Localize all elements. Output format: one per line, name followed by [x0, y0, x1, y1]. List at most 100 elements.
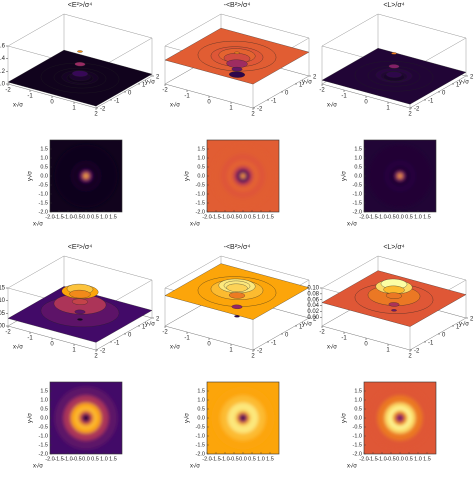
z-tick-label: 0.4: [0, 56, 6, 62]
x-axis-label: x√σ: [327, 102, 337, 109]
map-y-tick-label: -0.5: [39, 424, 48, 430]
heat-ring: [242, 175, 244, 177]
y-tick-label: -1: [114, 341, 120, 347]
map-x-tick-label: 1.5: [109, 214, 117, 220]
map-x-label: x√σ: [190, 221, 200, 228]
heat-ring: [85, 175, 87, 177]
panel-title: -<B²>/σ⁴: [224, 244, 251, 251]
surface-patch: [74, 309, 86, 315]
map-y-tick-label: -1.5: [39, 442, 48, 448]
y-axis-label: y√σ: [145, 321, 155, 328]
x-tick-label: 1: [229, 106, 233, 112]
y-tick-label: -1: [271, 341, 277, 347]
panel-title: <L>/σ⁴: [383, 244, 404, 251]
map-x-tick-label: -2.0: [45, 456, 54, 462]
y-axis-label: y√σ: [145, 79, 155, 86]
map-x-tick-label: 0.5: [91, 456, 99, 462]
surface-patch: [77, 318, 83, 321]
map-y-tick-label: -1.0: [39, 433, 48, 439]
x-tick-label: -2: [162, 330, 168, 336]
x-tick-label: 2: [408, 112, 412, 118]
map-y-tick-label: 0.5: [354, 406, 362, 412]
surface-patch: [388, 64, 400, 69]
x-tick-label: 0: [364, 342, 368, 348]
map-x-label: x√σ: [347, 463, 357, 470]
y-tick-label: 1: [456, 325, 460, 331]
x-tick-label: 1: [72, 348, 76, 354]
x-axis-label: x√σ: [13, 344, 23, 351]
map-x-tick-label: 0.5: [91, 214, 99, 220]
map-y-tick-label: -2.0: [196, 451, 205, 457]
surface-patch: [388, 302, 400, 307]
z-tick-label: 0.6: [0, 44, 6, 50]
map-y-tick-label: -0.5: [353, 182, 362, 188]
y-tick-label: -2: [257, 107, 263, 113]
surface-patch: [231, 66, 243, 72]
y-tick-label: 1: [299, 325, 303, 331]
surface-patch: [386, 292, 402, 299]
map-x-tick-label: 1.0: [257, 214, 265, 220]
surface-patch: [229, 71, 245, 78]
map-y-tick-label: 1.5: [197, 146, 205, 152]
x-axis-label: x√σ: [327, 344, 337, 351]
map-y-label: y√σ: [184, 413, 191, 423]
map-x-tick-label: -2.0: [359, 214, 368, 220]
surface-patch: [72, 70, 88, 77]
map-y-tick-label: 1.0: [354, 397, 362, 403]
heat-ring: [85, 417, 87, 419]
map-x-tick-label: -1.0: [377, 214, 386, 220]
map-x-tick-label: -1.5: [54, 456, 63, 462]
surface-patch: [231, 304, 243, 309]
x-tick-label: -1: [27, 336, 33, 342]
map-x-tick-label: 0.0: [82, 214, 90, 220]
y-tick-label: -1: [271, 99, 277, 105]
z-tick-label: 0.08: [307, 291, 319, 297]
map-y-tick-label: 0.5: [354, 164, 362, 170]
x-tick-label: -2: [5, 330, 11, 336]
map-x-tick-label: 1.0: [100, 456, 108, 462]
map-x-tick-label: -1.0: [63, 456, 72, 462]
heat-rings: [368, 386, 432, 450]
y-axis-label: y√σ: [459, 321, 469, 328]
y-tick-label: -1: [428, 99, 434, 105]
x-tick-label: 0: [364, 100, 368, 106]
panel-title: <L>/σ⁴: [383, 2, 404, 9]
map-y-tick-label: 0.5: [197, 164, 205, 170]
y-tick-label: 0: [442, 333, 446, 339]
map-y-tick-label: -1.0: [196, 433, 205, 439]
map-y-tick-label: 0.0: [40, 415, 48, 421]
map-y-tick-label: -0.5: [353, 424, 362, 430]
map-x-tick-label: -2.0: [202, 214, 211, 220]
y-tick-label: 2: [156, 317, 160, 323]
surface-patch: [234, 51, 240, 55]
y-axis-label: y√σ: [459, 79, 469, 86]
heat-rings: [368, 144, 432, 208]
surface-patch: [69, 289, 91, 299]
map-y-tick-label: 0.0: [354, 415, 362, 421]
y-tick-label: 0: [442, 91, 446, 97]
x-tick-label: -2: [319, 330, 325, 336]
map-x-tick-label: -1.5: [211, 456, 220, 462]
map-y-tick-label: 1.0: [197, 397, 205, 403]
z-tick-label: 0.10: [0, 298, 6, 304]
heatmap: [207, 382, 279, 454]
y-axis-label: y√σ: [302, 79, 312, 86]
y-tick-label: 0: [128, 333, 132, 339]
map-y-tick-label: -1.0: [353, 191, 362, 197]
map-x-tick-label: -1.5: [211, 214, 220, 220]
map-x-tick-label: -1.5: [368, 456, 377, 462]
map-x-tick-label: -1.0: [377, 456, 386, 462]
map-y-tick-label: -1.5: [196, 442, 205, 448]
x-tick-label: -2: [162, 88, 168, 94]
map-x-tick-label: 0.0: [396, 456, 404, 462]
map-y-tick-label: -1.5: [39, 200, 48, 206]
map-x-tick-label: -0.5: [229, 456, 238, 462]
surface-patch: [72, 298, 88, 305]
map-y-tick-label: 1.0: [197, 155, 205, 161]
z-tick-label: 0.10: [307, 286, 319, 292]
map-y-tick-label: -0.5: [196, 424, 205, 430]
y-tick-label: 2: [156, 75, 160, 81]
map-y-tick-label: -0.5: [196, 182, 205, 188]
map-y-tick-label: -1.5: [353, 200, 362, 206]
map-y-tick-label: 1.5: [354, 146, 362, 152]
